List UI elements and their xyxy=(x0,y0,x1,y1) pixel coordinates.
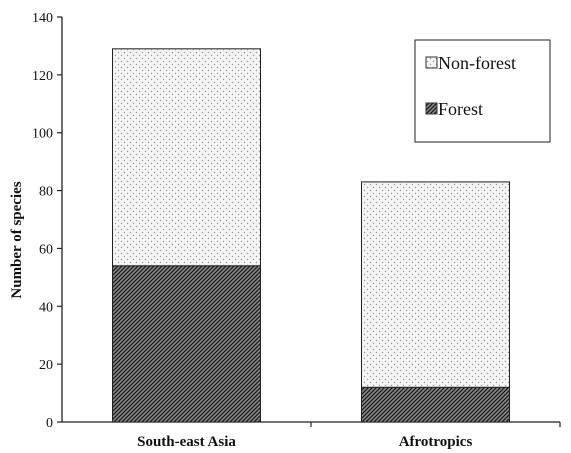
legend-swatch-non-forest xyxy=(425,56,438,69)
tick-labels: 0 20 40 60 80 100 120 140 South-east Asia Afrotro… xyxy=(32,11,472,450)
bars xyxy=(112,48,510,423)
y-tick-label: 80 xyxy=(39,185,53,200)
y-axis-label: Number of species xyxy=(9,181,25,298)
y-tick-label: 100 xyxy=(32,127,53,142)
y-tick-label: 40 xyxy=(39,300,53,315)
y-tick-label: 0 xyxy=(46,416,53,431)
legend: Non-forest Forest xyxy=(414,39,551,143)
legend-label-forest: Forest xyxy=(438,99,483,119)
y-tick-label: 60 xyxy=(39,242,53,257)
y-tick-label: 120 xyxy=(32,69,53,84)
bar-segment-forest xyxy=(112,265,261,423)
bar-segment-non-forest xyxy=(112,48,261,267)
bar-segment-non-forest xyxy=(361,181,510,388)
legend-label-non-forest: Non-forest xyxy=(438,53,516,73)
x-category-label: South-east Asia xyxy=(137,434,236,450)
y-tick-label: 140 xyxy=(32,11,53,26)
y-tick-label: 20 xyxy=(39,358,53,373)
legend-swatch-forest xyxy=(425,102,438,115)
bar-segment-forest xyxy=(361,386,510,423)
x-category-label: Afrotropics xyxy=(399,434,473,450)
